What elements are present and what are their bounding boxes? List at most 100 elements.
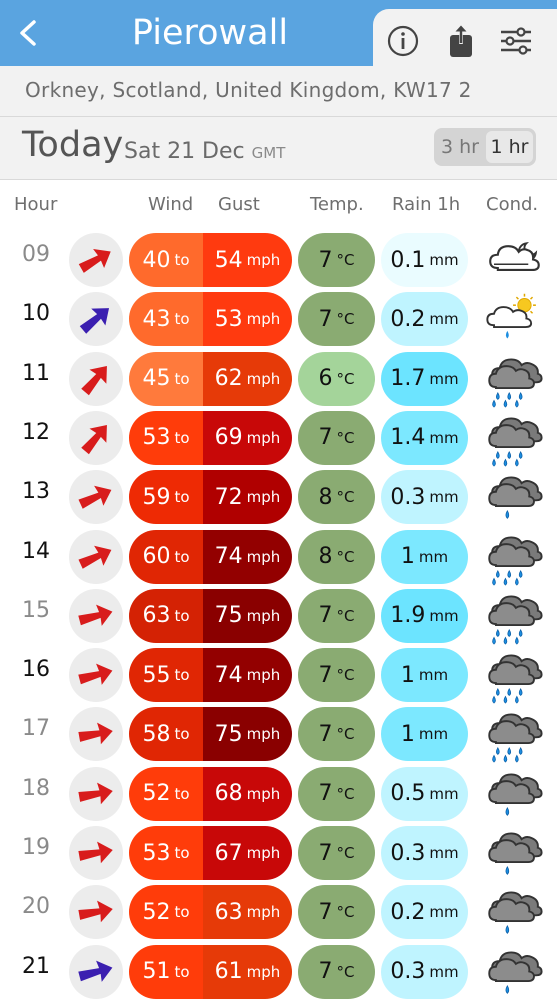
heavy-rain-icon [488,358,543,408]
rain-pill: 0.3 mm [381,944,468,999]
temperature-pill: 7 °C [298,944,375,999]
toolbar [373,9,557,69]
gust-speed-value: 74 [214,544,243,569]
today-label: Today [22,125,124,165]
temperature-content: 7 °C [298,411,375,465]
gust-speed-pill: 61 mph [203,944,292,999]
gust-speed-value: 67 [214,840,243,866]
temperature-content: 8 °C [298,530,375,584]
temperature-value: 7 [318,425,333,451]
rain-pill: 0.2 mm [381,885,468,940]
gust-speed-pill: 53 mph [203,292,292,347]
info-icon[interactable] [385,23,421,59]
gust-speed-value: 54 [214,247,243,273]
gust-speed-value: 74 [214,662,243,688]
table-row: 19 53 to 67 mph 7 °C 0.3 mm [0,823,557,882]
rain-pill: 0.2 mm [381,292,468,347]
wind-speed-content: 43 to [129,292,203,346]
rain-content: 1 mm [381,648,468,702]
wind-direction [69,410,123,465]
rain-unit: mm [429,369,459,388]
gust-speed-content: 72 mph [203,470,292,524]
table-row: 12 53 to 69 mph 7 °C 1.4 mm [0,408,557,467]
hour-label: 15 [22,597,50,623]
segment-3hr[interactable]: 3 hr [441,136,479,158]
temperature-pill: 8 °C [298,529,375,584]
rain-content: 1.7 mm [381,352,468,406]
speed-unit: mph [246,428,281,447]
gust-speed-pill: 54 mph [203,233,292,287]
wind-direction [69,944,123,999]
wind-speed-pill: 55 to [129,648,203,703]
rain-unit: mm [429,784,459,803]
date-text: Sat 21 Dec [124,139,245,164]
temperature-value: 7 [318,899,333,925]
table-row: 21 51 to 61 mph 7 °C 0.3 mm [0,942,557,1001]
speed-unit: mph [246,310,281,329]
table-row: 13 59 to 72 mph 8 °C 0.3 mm [0,467,557,526]
wind-speed-value: 58 [142,721,171,747]
temperature-unit: °C [336,488,355,507]
share-icon[interactable] [443,23,479,59]
rain-value: 0.3 [390,959,426,985]
wind-direction [69,707,123,762]
temperature-pill: 7 °C [298,707,375,762]
gust-speed-value: 62 [214,366,243,392]
wind-speed-content: 53 to [129,826,203,880]
wind-speed-content: 53 to [129,411,203,465]
table-row: 16 55 to 74 mph 7 °C 1 mm [0,645,557,704]
rain-unit: mm [429,844,459,862]
rain-pill: 1 mm [381,529,468,584]
temperature-value: 8 [318,484,333,510]
wind-speed-pill: 63 to [129,588,203,643]
gust-speed-value: 75 [214,721,243,747]
column-header-hour: Hour [14,194,58,215]
wind-to-label: to [174,547,190,566]
wind-speed-pill: 58 to [129,707,203,762]
temperature-pill: 7 °C [298,292,375,347]
rain-value: 0.3 [390,840,426,866]
gust-speed-content: 69 mph [203,411,292,465]
temperature-unit: °C [336,784,355,803]
wind-arrow-icon [78,841,113,864]
wind-to-label: to [174,369,190,388]
wind-speed-content: 55 to [129,648,203,702]
rain-icon [488,832,543,875]
table-row: 15 63 to 75 mph 7 °C 1.9 mm [0,586,557,645]
gust-speed-pill: 67 mph [203,826,292,880]
wind-speed-pill: 52 to [129,885,203,940]
rain-unit: mm [429,903,459,922]
rain-pill: 1.9 mm [381,588,468,643]
gust-speed-value: 72 [214,484,243,510]
gust-speed-value: 69 [214,425,243,451]
hour-label: 13 [22,479,50,505]
speed-unit: mph [246,844,281,862]
temperature-unit: °C [336,547,355,566]
temperature-pill: 6 °C [298,351,375,406]
hour-label: 14 [22,538,50,564]
rain-content: 1 mm [381,530,468,584]
wind-speed-value: 53 [142,425,171,451]
table-row: 20 52 to 63 mph 7 °C 0.2 mm [0,882,557,941]
wind-to-label: to [174,666,190,685]
temperature-content: 7 °C [298,589,375,643]
wind-to-label: to [174,310,190,329]
wind-speed-content: 60 to [129,530,203,584]
rain-value: 1.9 [390,603,426,629]
temperature-content: 6 °C [298,352,375,406]
segment-1hr[interactable]: 1 hr [486,131,533,163]
gust-speed-value: 68 [214,781,243,807]
chevron-left-icon[interactable] [14,16,44,50]
temperature-unit: °C [336,725,355,744]
wind-speed-value: 63 [142,603,171,629]
rain-content: 1.9 mm [381,589,468,643]
wind-arrow-icon [81,365,107,395]
hour-label: 21 [22,953,50,979]
heavy-rain-icon [488,595,543,645]
settings-sliders-icon[interactable] [498,23,534,59]
wind-speed-content: 63 to [129,589,203,643]
rain-unit: mm [429,428,459,447]
wind-speed-value: 40 [142,247,171,273]
rain-unit: mm [429,310,459,329]
hour-label: 11 [22,360,50,386]
